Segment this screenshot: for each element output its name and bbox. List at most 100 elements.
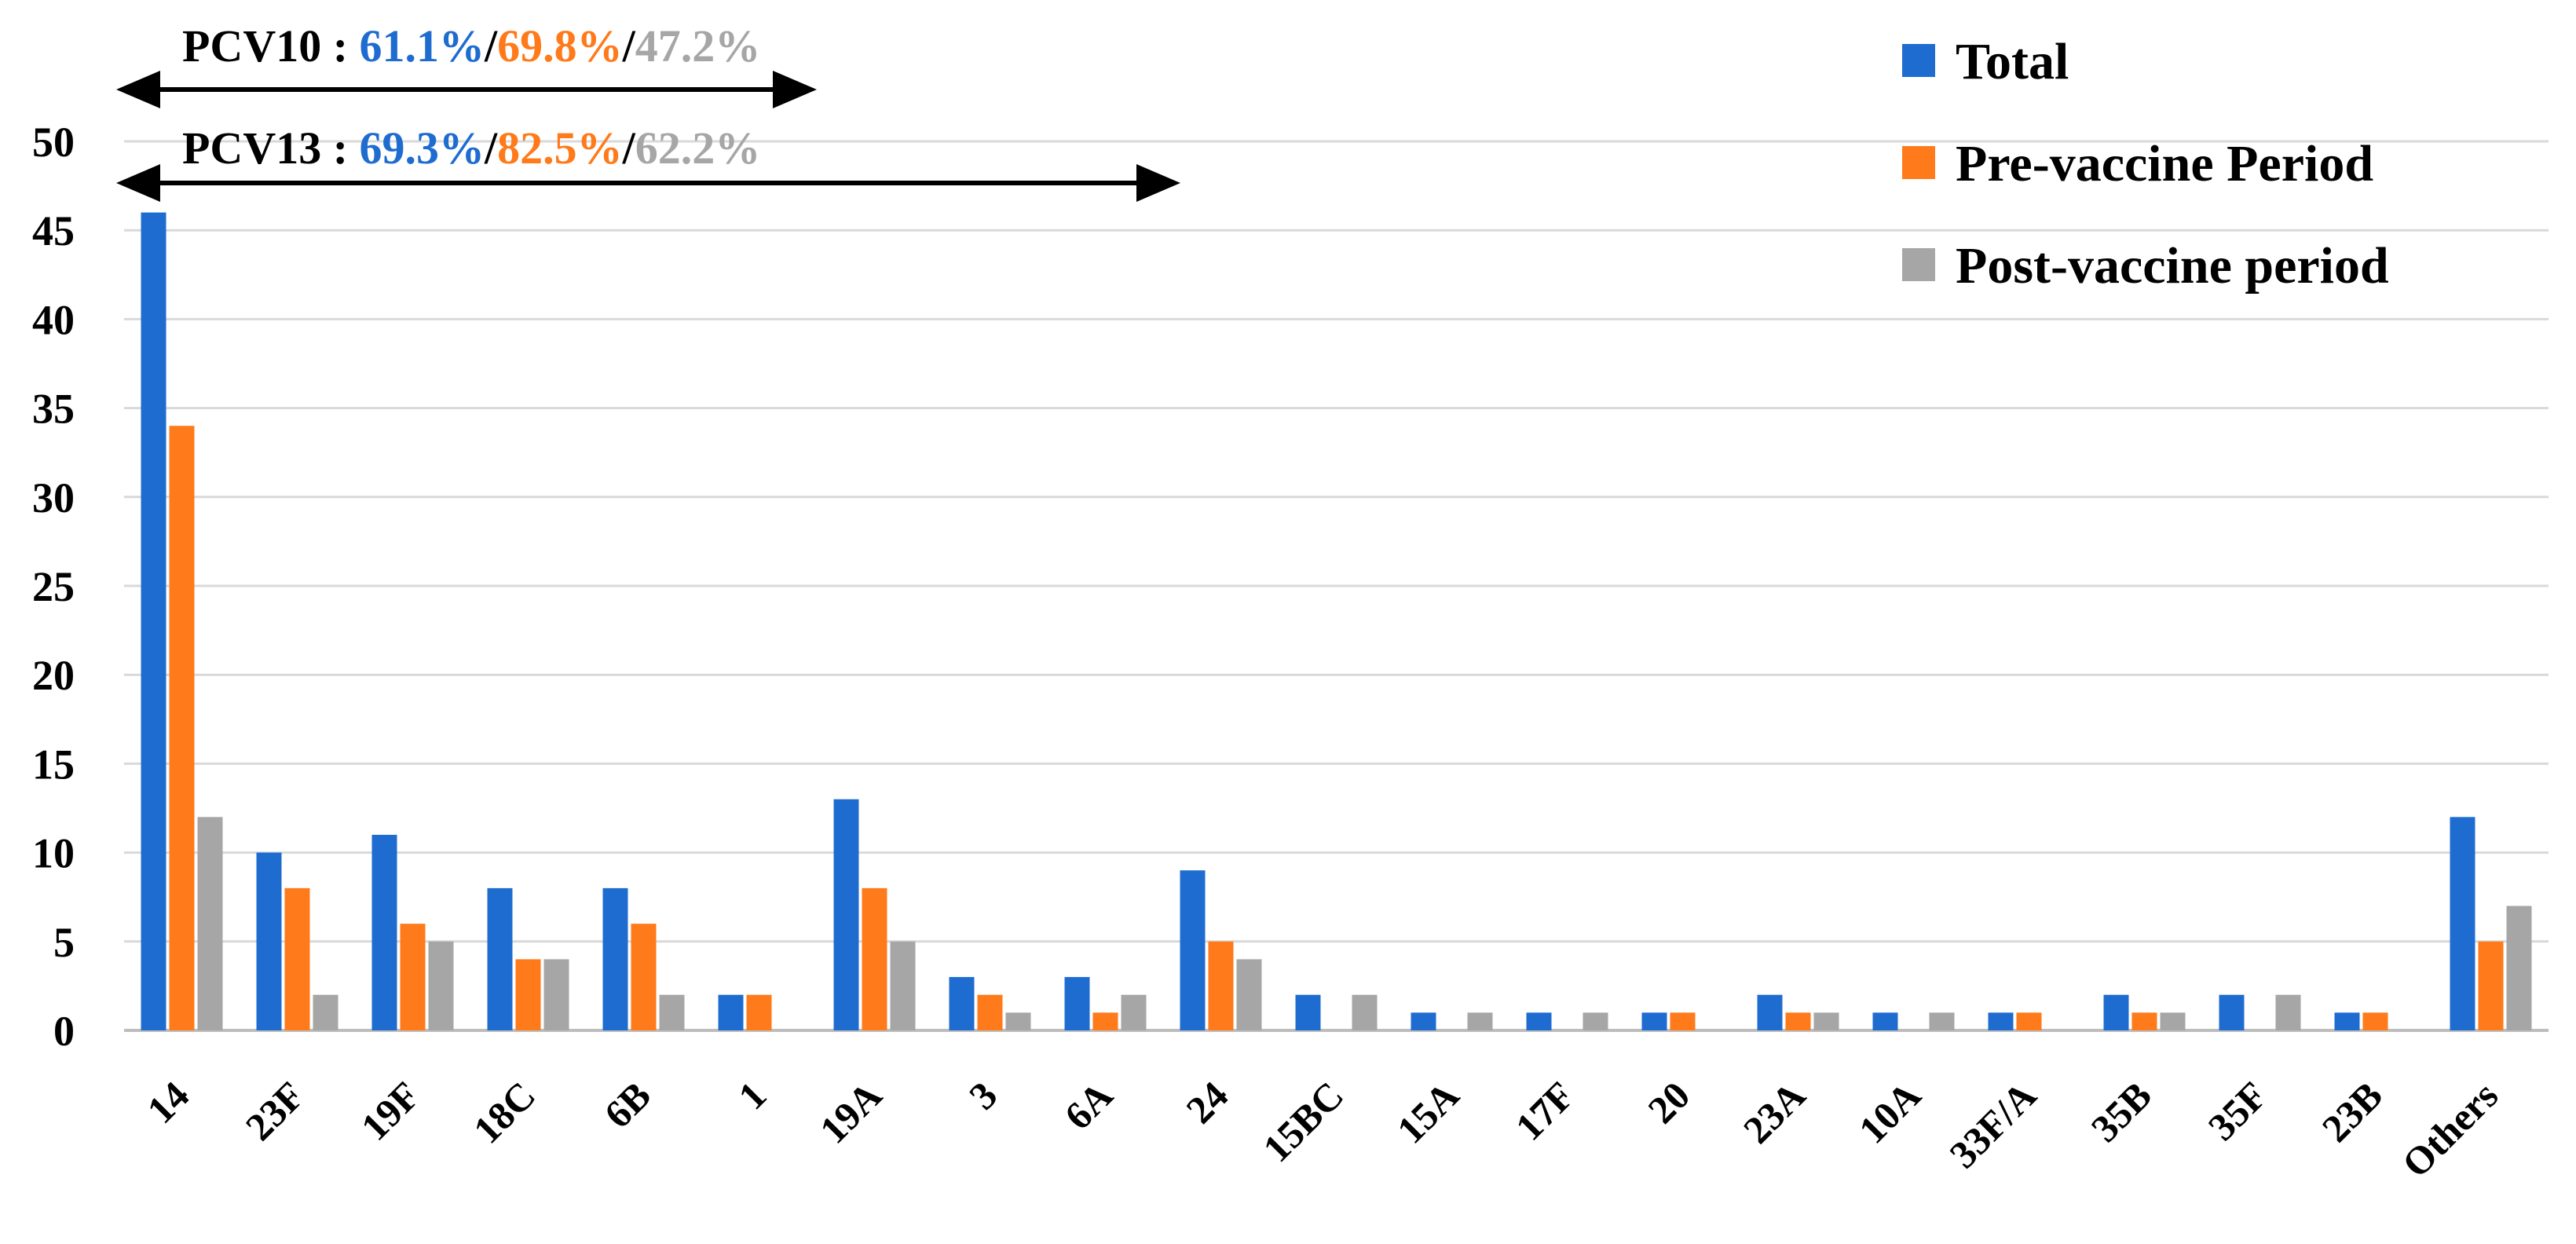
arrowhead-right (1136, 164, 1180, 202)
bar-total (2103, 994, 2129, 1030)
bar-pre-vaccine-period (862, 887, 887, 1030)
bar-post-vaccine-period (1005, 1012, 1031, 1030)
bar-post-vaccine-period (1583, 1012, 1608, 1030)
bar-total (1757, 994, 1783, 1030)
bar-total (833, 799, 859, 1030)
y-axis-ticks: 0 5 10 15 20 25 30 35 40 45 50 (32, 119, 75, 1055)
x-category-label: 17F (1507, 1073, 1583, 1149)
legend: Total Pre-vaccine Period Post-vaccine peri… (1902, 33, 2389, 295)
bar-total (949, 977, 975, 1030)
annotation-value: 61.1% (360, 20, 485, 71)
bar-total (1064, 977, 1090, 1030)
annotation-value: / (622, 20, 636, 71)
bar-total (1988, 1012, 2014, 1030)
bar-pre-vaccine-period (169, 426, 195, 1030)
arrowhead-left (116, 164, 160, 202)
bar-pre-vaccine-period (2016, 1012, 2042, 1030)
y-tick-label: 5 (53, 919, 75, 966)
x-category-label: 35B (2083, 1073, 2161, 1151)
bar-post-vaccine-period (1121, 994, 1147, 1030)
bar-pre-vaccine-period (400, 924, 426, 1030)
y-gridlines (124, 140, 2549, 1032)
x-category-label: 20 (1639, 1073, 1698, 1132)
coverage-annotation: PCV13 : 69.3%/82.5%/62.2% (182, 123, 760, 174)
x-axis-category-labels: 14 23F 19F 18C 6B 1 19A 3 6A 24 15BC 15A 17F 20 23A 10A… (138, 1073, 2506, 1186)
y-tick-label: 35 (32, 386, 75, 433)
arrowhead-right (773, 71, 817, 108)
bar-pre-vaccine-period (1092, 1012, 1118, 1030)
bar-post-vaccine-period (1352, 994, 1378, 1030)
x-category-label: 15BC (1254, 1073, 1352, 1170)
legend-swatch (1902, 248, 1935, 281)
x-category-label: 24 (1177, 1073, 1236, 1132)
annotation-value: 69.3% (360, 123, 485, 174)
bar-pre-vaccine-period (746, 994, 772, 1030)
vaccine-coverage-annotations: PCV10 : 61.1%/69.8%/47.2%PCV13 : 69.3%/8… (116, 20, 1180, 202)
bar-total (2450, 817, 2475, 1030)
y-tick-label: 40 (32, 296, 75, 343)
bar-post-vaccine-period (2506, 906, 2532, 1030)
bar-post-vaccine-period (197, 817, 223, 1030)
bar-pre-vaccine-period (2362, 1012, 2388, 1030)
bar-pre-vaccine-period (2478, 941, 2504, 1030)
annotation-value: 69.8% (497, 20, 623, 71)
bar-pre-vaccine-period (1208, 941, 1234, 1030)
bar-total (1411, 1012, 1436, 1030)
bar-total (487, 887, 513, 1030)
x-category-label: 14 (138, 1073, 197, 1132)
bar-total (1641, 1012, 1667, 1030)
legend-swatch (1902, 44, 1935, 77)
y-tick-label: 20 (32, 652, 75, 699)
bar-total (2334, 1012, 2360, 1030)
bar-post-vaccine-period (2275, 994, 2301, 1030)
bar-total (602, 887, 628, 1030)
legend-label: Post-vaccine period (1956, 237, 2389, 295)
x-category-label: 3 (961, 1073, 1005, 1118)
y-tick-label: 50 (32, 119, 75, 166)
bar-total (2219, 994, 2245, 1030)
x-category-label: 6A (1056, 1073, 1121, 1138)
arrowhead-left (116, 71, 160, 108)
bars (141, 212, 2532, 1030)
bar-pre-vaccine-period (284, 887, 310, 1030)
bar-post-vaccine-period (1467, 1012, 1493, 1030)
x-category-label: 23B (2314, 1073, 2391, 1151)
bar-pre-vaccine-period (1670, 1012, 1696, 1030)
x-category-label: 19F (353, 1073, 429, 1149)
x-category-label: 15A (1389, 1073, 1467, 1151)
bar-total (718, 994, 744, 1030)
bar-total (1872, 1012, 1898, 1030)
y-tick-label: 15 (32, 741, 75, 788)
y-tick-label: 45 (32, 207, 75, 254)
annotation-label: PCV10 : (182, 20, 360, 71)
annotation-value: / (484, 20, 498, 71)
x-category-label: 19A (811, 1073, 890, 1151)
x-category-label: Others (2394, 1073, 2507, 1186)
bar-post-vaccine-period (428, 941, 454, 1030)
x-category-label: 35F (2200, 1073, 2276, 1149)
bar-post-vaccine-period (2160, 1012, 2186, 1030)
bar-pre-vaccine-period (977, 994, 1003, 1030)
x-category-label: 10A (1850, 1073, 1929, 1151)
bar-pre-vaccine-period (2131, 1012, 2157, 1030)
bar-pre-vaccine-period (515, 959, 541, 1030)
y-tick-label: 10 (32, 830, 75, 877)
x-category-label: 23A (1735, 1073, 1813, 1151)
legend-label: Total (1956, 33, 2069, 90)
bar-pre-vaccine-period (1785, 1012, 1811, 1030)
bar-total (371, 834, 397, 1030)
annotation-value: / (622, 123, 636, 174)
coverage-annotation: PCV10 : 61.1%/69.8%/47.2% (182, 20, 760, 71)
x-category-label: 33F/A (1941, 1073, 2044, 1176)
x-category-label: 6B (595, 1073, 659, 1136)
x-category-label: 1 (730, 1073, 774, 1118)
x-category-label: 18C (465, 1073, 543, 1151)
legend-swatch (1902, 146, 1935, 179)
bar-pre-vaccine-period (631, 924, 657, 1030)
bar-total (256, 852, 282, 1030)
bar-post-vaccine-period (659, 994, 685, 1030)
x-category-label: 23F (237, 1073, 313, 1149)
bar-total (1295, 994, 1321, 1030)
